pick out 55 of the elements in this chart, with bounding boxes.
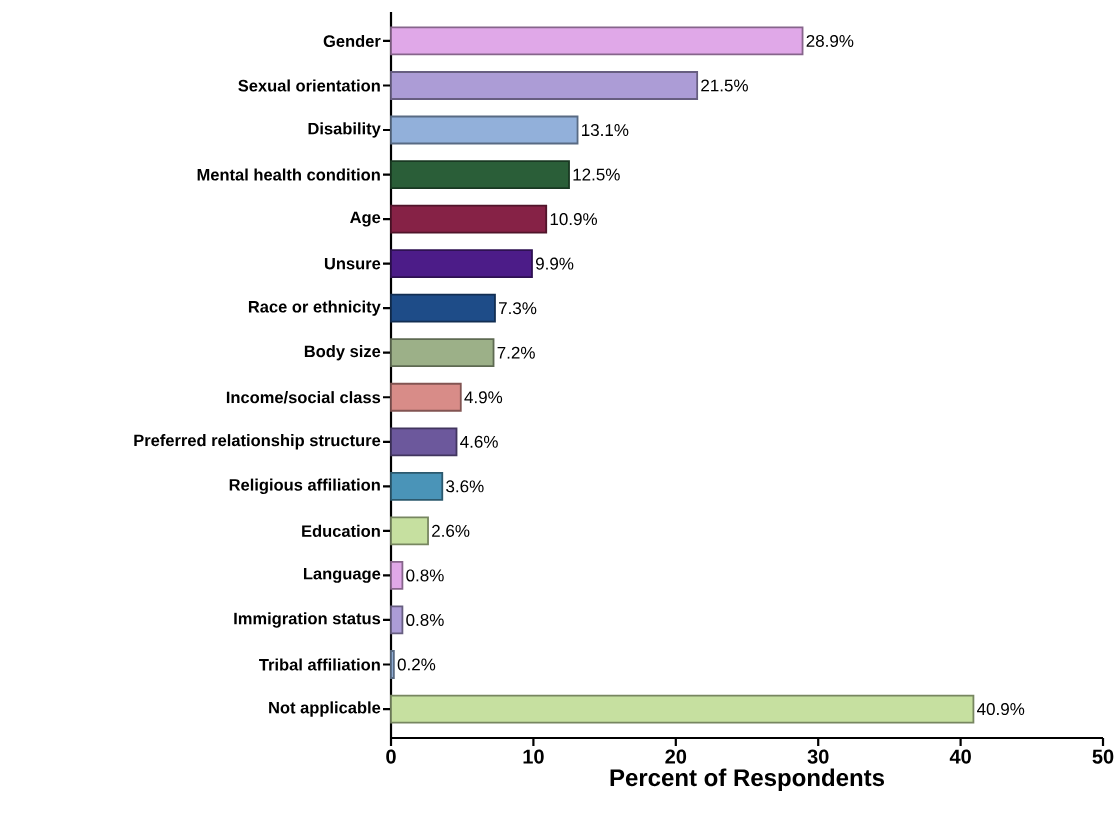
data-label: 3.6% — [446, 480, 484, 493]
y-tick-label: Race or ethnicity — [248, 300, 381, 316]
data-label: 10.9% — [550, 213, 598, 226]
y-tick-label: Tribal affiliation — [259, 658, 380, 671]
data-label: 0.8% — [406, 569, 444, 582]
data-label: 9.9% — [535, 257, 574, 270]
y-tick-label: Age — [350, 211, 381, 227]
bar — [390, 293, 496, 323]
y-tick-label: Language — [303, 567, 381, 583]
bar — [390, 115, 579, 145]
bar — [390, 160, 570, 189]
data-label: 7.3% — [499, 302, 537, 315]
data-label: 0.2% — [397, 658, 436, 671]
data-label: 28.9% — [806, 34, 854, 47]
y-tick-label: Body size — [304, 345, 381, 361]
bar — [390, 249, 533, 279]
bar — [390, 26, 804, 56]
bar — [390, 427, 458, 457]
bar — [390, 650, 395, 679]
y-tick-label: Immigration status — [234, 612, 381, 628]
bar — [390, 382, 462, 412]
y-tick-label: Mental health condition — [197, 168, 380, 181]
x-axis-title: Percent of Respondents — [610, 768, 885, 791]
x-tick-label: 0 — [386, 749, 396, 764]
bar — [390, 338, 495, 368]
y-tick-label: Gender — [323, 34, 381, 47]
y-tick-label: Education — [302, 524, 380, 537]
data-label: 4.9% — [464, 391, 503, 404]
bar — [390, 561, 404, 590]
y-tick-label: Preferred relationship structure — [134, 434, 381, 450]
data-label: 40.9% — [977, 703, 1025, 716]
data-label: 2.6% — [432, 524, 470, 537]
x-tick-label: 10 — [523, 749, 544, 764]
x-tick-label: 50 — [1092, 749, 1114, 764]
x-tick-label: 40 — [949, 749, 971, 764]
bar — [390, 471, 444, 501]
data-label: 4.6% — [460, 435, 498, 448]
bar — [390, 605, 404, 635]
y-tick-label: Not applicable — [269, 701, 381, 717]
y-tick-label: Income/social class — [226, 391, 381, 404]
data-label: 7.2% — [497, 346, 535, 359]
bar — [390, 516, 429, 546]
y-tick-label: Disability — [308, 122, 381, 138]
bar — [390, 71, 699, 100]
data-label: 21.5% — [701, 79, 748, 92]
bar — [390, 694, 975, 724]
y-tick-label: Sexual orientation — [238, 79, 380, 92]
data-label: 13.1% — [582, 124, 629, 137]
data-label: 12.5% — [573, 168, 620, 181]
x-tick-label: 20 — [665, 749, 687, 764]
y-tick-label: Unsure — [324, 257, 381, 270]
x-tick-label: 30 — [807, 749, 829, 764]
data-label: 0.8% — [406, 613, 444, 626]
y-tick-label: Religious affiliation — [229, 478, 380, 495]
bar — [390, 204, 548, 234]
